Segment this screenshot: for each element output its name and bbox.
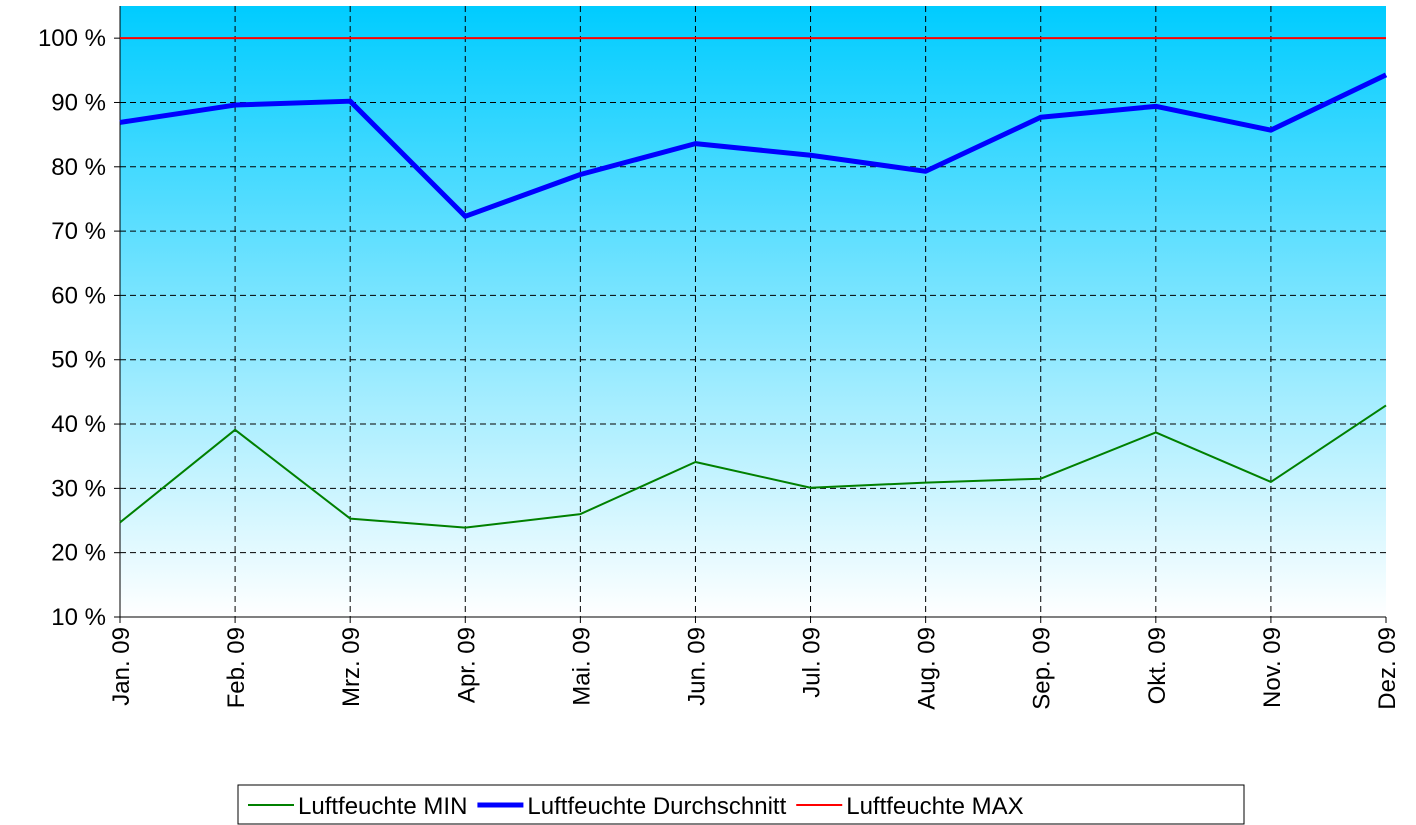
y-tick-label: 50 % (51, 347, 106, 374)
y-tick-label: 90 % (51, 89, 106, 116)
y-tick-label: 20 % (51, 540, 106, 567)
x-tick-label: Jan. 09 (108, 627, 135, 706)
x-tick-label: Dez. 09 (1374, 627, 1401, 710)
legend-label: Luftfeuchte Durchschnitt (527, 793, 786, 820)
y-tick-label: 70 % (51, 218, 106, 245)
y-tick-label: 80 % (51, 154, 106, 181)
x-tick-label: Jul. 09 (799, 627, 826, 698)
x-tick-label: Mai. 09 (568, 627, 595, 706)
y-tick-label: 10 % (51, 604, 106, 631)
x-tick-label: Mrz. 09 (338, 627, 365, 707)
plot-area (120, 6, 1386, 617)
y-tick-label: 30 % (51, 475, 106, 502)
x-tick-label: Nov. 09 (1259, 627, 1286, 708)
x-tick-label: Apr. 09 (453, 627, 480, 703)
x-tick-label: Feb. 09 (223, 627, 250, 708)
legend-label: Luftfeuchte MAX (846, 793, 1023, 820)
series-line (119, 404, 1387, 529)
x-tick-label: Sep. 09 (1029, 627, 1056, 710)
x-tick-label: Jun. 09 (683, 627, 710, 706)
x-tick-label: Okt. 09 (1144, 627, 1171, 704)
legend-box (237, 784, 1245, 825)
legend-label: Luftfeuchte MIN (298, 793, 467, 820)
series-line (119, 72, 1388, 219)
y-tick-label: 40 % (51, 411, 106, 438)
y-tick-label: 60 % (51, 282, 106, 309)
x-tick-label: Aug. 09 (914, 627, 941, 710)
y-tick-label: 100 % (38, 25, 106, 52)
